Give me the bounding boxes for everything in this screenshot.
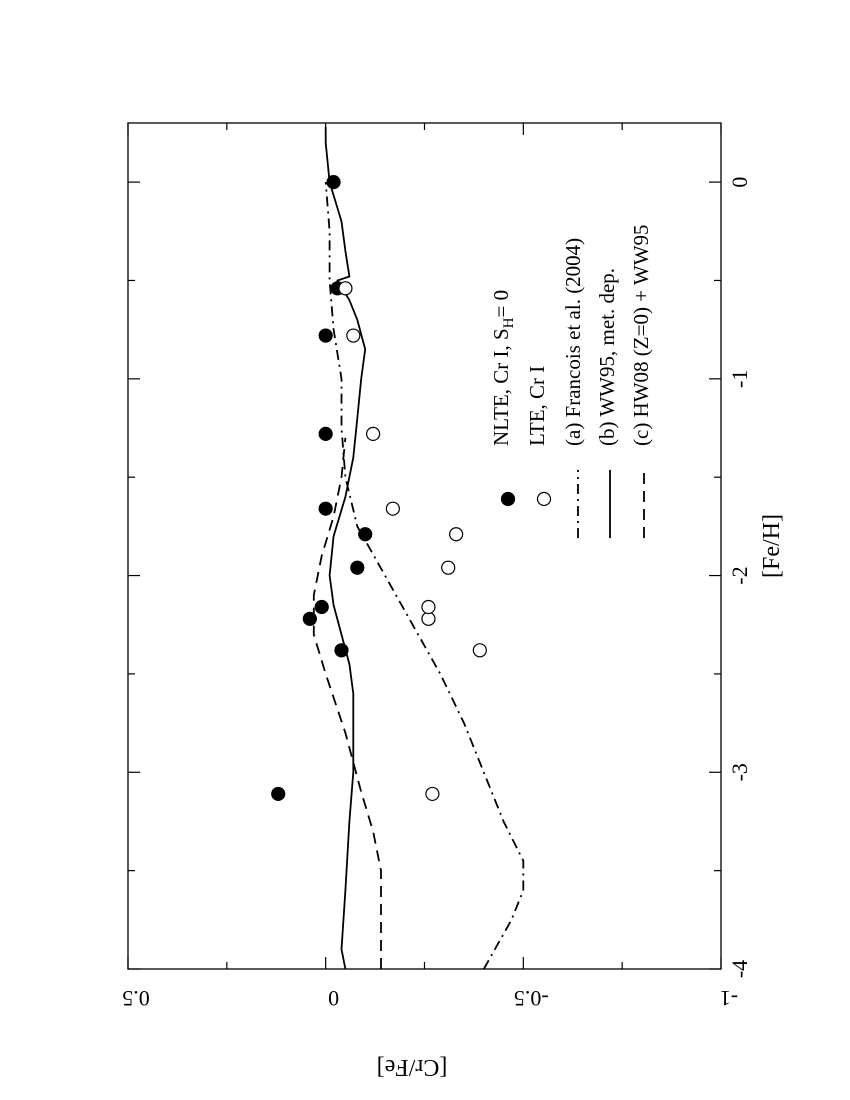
nlte-point	[318, 501, 333, 516]
nlte-point	[350, 560, 365, 575]
y-tick-label: -1	[720, 986, 738, 1011]
legend-marker-filled	[500, 491, 516, 507]
x-tick-label: -1	[727, 370, 752, 388]
legend-marker-open	[536, 491, 552, 507]
nlte-point	[302, 611, 317, 626]
y-tick-label: -0.5	[514, 986, 549, 1011]
nlte-point	[326, 175, 341, 190]
y-tick-label: 0.5	[122, 986, 150, 1011]
nlte-point	[358, 527, 373, 542]
series-line-solid	[324, 127, 367, 970]
lte-point	[449, 527, 464, 542]
curves	[312, 127, 525, 970]
y-tick-label: 0	[328, 986, 339, 1011]
nlte-point	[334, 643, 349, 658]
y-axis-title: [Cr/Fe]	[377, 1054, 448, 1080]
legend-label: (c) HW08 (Z=0) + WW95	[629, 224, 653, 446]
lte-point	[385, 501, 400, 516]
x-tick-label: -4	[727, 960, 752, 978]
x-axis-title: [Fe/H]	[759, 514, 785, 578]
tick-labels: -4 -3 -2 -1 0 0.5 0 -0.5 -1	[122, 177, 752, 1011]
nlte-point	[314, 599, 329, 615]
lte-point	[346, 328, 361, 343]
nlte-point	[318, 328, 333, 343]
x-tick-label: -2	[727, 566, 752, 584]
tick-marks	[127, 123, 722, 970]
legend-label: (b) WW95, met. dep.	[595, 268, 619, 446]
nlte-point	[271, 786, 286, 802]
legend: NLTE, Cr I, SH= 0 LTE, Cr I (a) Francois e…	[489, 224, 653, 538]
data-points	[271, 175, 487, 802]
lte-point	[421, 611, 436, 626]
legend-label: LTE, Cr I	[525, 366, 549, 446]
series-line-dashed	[312, 437, 382, 969]
x-tick-label: -3	[727, 763, 752, 781]
lte-point	[441, 560, 456, 575]
lte-point	[425, 786, 440, 802]
lte-point	[472, 643, 487, 658]
lte-point	[338, 281, 353, 296]
legend-label: NLTE, Cr I, SH= 0	[489, 290, 517, 446]
lte-point	[421, 599, 436, 615]
x-tick-label: 0	[727, 177, 752, 188]
lte-point	[366, 426, 381, 442]
nlte-point	[318, 426, 333, 442]
legend-label: (a) Francois et al. (2004)	[561, 238, 585, 446]
series-line-dashdot	[324, 182, 525, 970]
